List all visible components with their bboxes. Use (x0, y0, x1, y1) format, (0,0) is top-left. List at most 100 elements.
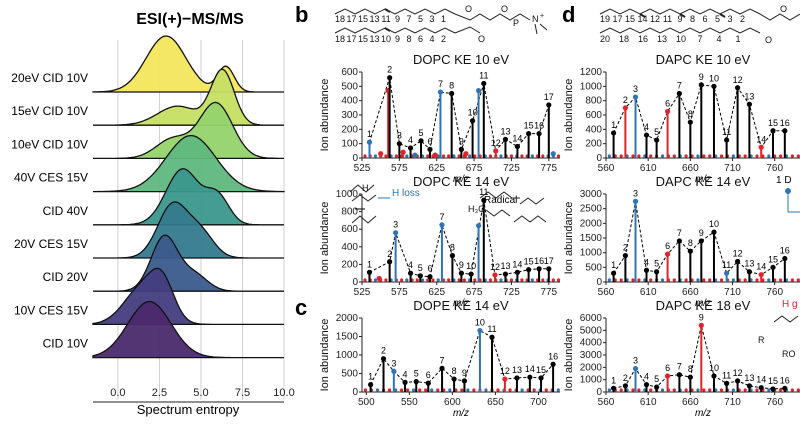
peak-label: 3 (393, 220, 398, 230)
y-tick-label: 1500 (336, 332, 359, 343)
x-tick-label: 675 (466, 163, 483, 174)
x-tick-label: 660 (682, 287, 699, 298)
peak-label: 4 (644, 122, 649, 132)
peak-marker (622, 105, 629, 111)
peak-label: 17 (544, 92, 554, 102)
y-tick-label: 6000 (580, 313, 603, 324)
carbon-number: 10 (381, 34, 391, 44)
peak-marker (711, 373, 717, 379)
peak-label: 7 (677, 228, 682, 238)
peak-label: 5 (654, 127, 659, 137)
minor-peak-dot (447, 154, 451, 158)
carbon-number: 11 (381, 14, 390, 24)
peak-marker (458, 270, 464, 276)
minor-peak-dot (441, 154, 446, 158)
carbon-number: 1 (441, 14, 446, 24)
peak-marker (622, 253, 629, 259)
peak-label: 8 (449, 81, 454, 91)
peak-marker (437, 89, 444, 95)
peak-marker (734, 258, 741, 265)
peak-marker (514, 269, 521, 275)
y-tick-label: 600 (341, 67, 358, 78)
peak-marker (489, 334, 495, 340)
carbon-number: 17 (612, 14, 622, 24)
minor-peak-dot (790, 154, 795, 158)
y-axis-label: Ion abundance (319, 202, 331, 275)
minor-peak-dot (696, 388, 700, 392)
y-tick-label: 400 (585, 124, 602, 135)
peak-marker (782, 128, 788, 134)
minor-peak-dot (447, 278, 451, 282)
peak-label: 1 (611, 375, 616, 385)
peak-marker (546, 266, 552, 272)
minor-peak-dot (767, 388, 771, 392)
minor-peak-dot (607, 278, 611, 282)
minor-peak-dot (672, 278, 676, 282)
peak-label: 5 (654, 259, 659, 269)
peak-marker (758, 272, 764, 278)
peak-marker (396, 141, 402, 147)
minor-peak-dot (767, 278, 771, 282)
carbon-number: 1 (735, 34, 740, 44)
peak-marker (463, 151, 469, 157)
peak-label: 1 (611, 260, 616, 270)
minor-peak-dot (731, 278, 735, 282)
ridge-density-9 (92, 300, 284, 359)
peak-marker (550, 361, 556, 367)
minor-peak-dot (607, 388, 611, 392)
svg-text:O: O (501, 4, 508, 14)
panel-letter-b: b (295, 2, 308, 27)
x-tick-label: 525 (354, 163, 371, 174)
minor-peak-dot (520, 154, 524, 158)
peak-label: 9 (459, 136, 464, 146)
peak-marker (664, 373, 671, 379)
x-tick-label: 725 (503, 287, 520, 298)
carbon-number: 20 (600, 34, 610, 44)
peak-label: 7 (439, 212, 444, 222)
peak-label: 11 (479, 70, 488, 80)
carbon-number: 16 (638, 34, 648, 44)
peak-label: 13 (500, 261, 510, 271)
minor-peak-dot (743, 154, 747, 158)
minor-peak-dot (488, 278, 493, 282)
peak-label: 15 (524, 121, 534, 131)
peak-marker (526, 267, 532, 273)
minor-peak-dot (384, 278, 388, 282)
y-tick-label: 0 (352, 277, 358, 288)
peak-label: 16 (534, 121, 544, 131)
minor-peak-dot (541, 154, 545, 158)
spectrum-title: DAPC KE 10 eV (656, 52, 751, 67)
carbon-number: 18 (335, 14, 345, 24)
peak-label: 16 (534, 256, 544, 266)
peak-marker (698, 322, 704, 328)
y-tick-label: 1500 (580, 233, 603, 244)
peak-marker (711, 83, 717, 89)
peak-label: 8 (688, 109, 693, 119)
x-tick-label: 525 (354, 287, 371, 298)
svg-text:N: N (532, 14, 539, 24)
x-axis-label: m/z (453, 174, 469, 185)
y-tick-label: 1000 (336, 189, 359, 200)
peak-marker (380, 356, 387, 362)
x-axis-label: m/z (695, 408, 711, 419)
peak-marker (758, 385, 764, 391)
x-tick-label: 760 (766, 397, 783, 408)
carbon-number: 2 (740, 14, 745, 24)
y-axis-label: Ion abundance (319, 319, 331, 392)
peak-label: 14 (512, 259, 522, 269)
minor-peak-dot (508, 388, 512, 392)
peak-label: 6 (427, 264, 432, 274)
carbon-number: 7 (697, 34, 702, 44)
peak-marker (676, 372, 682, 378)
minor-peak-dot (373, 154, 378, 158)
peak-label: 1 (368, 372, 373, 382)
peak-marker (451, 376, 457, 382)
peak-marker (734, 85, 741, 91)
y-axis-label: Ion abundance (319, 79, 331, 152)
minor-peak-dot (426, 154, 430, 158)
minor-peak-dot (405, 154, 409, 158)
peak-marker (427, 146, 433, 152)
minor-peak-dot (696, 278, 700, 282)
peak-marker (734, 378, 741, 384)
carbon-number: 2 (441, 34, 446, 44)
